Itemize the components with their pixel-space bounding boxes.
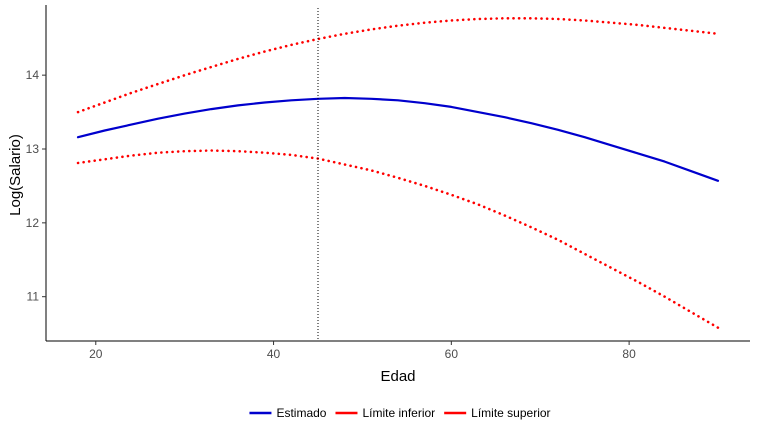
y-axis-title: Log(Salario) [7,134,24,216]
y-tick-label: 14 [26,68,40,82]
series-line-3 [76,16,720,114]
legend-label: Límite inferior [362,406,435,420]
series-line-2 [76,149,720,330]
y-axis: 11 12 13 14 [26,5,47,341]
x-tick-label: 60 [445,347,459,361]
series-line-1 [76,96,720,182]
legend-label: Límite superior [471,406,550,420]
legend-label: Estimado [276,406,326,420]
legend-item: Límite superior [444,406,551,420]
legend-item: Límite inferior [335,406,435,420]
x-tick-label: 20 [89,347,103,361]
y-tick-label: 13 [26,142,40,156]
y-tick-label: 11 [27,290,40,304]
legend: Estimado Límite inferior Límite superior [249,406,551,420]
x-axis: 20 40 60 80 [46,340,750,361]
legend-item: Estimado [249,406,327,420]
x-axis-title: Edad [380,368,415,385]
plot-area [76,8,720,341]
x-tick-label: 80 [622,347,636,361]
x-tick-label: 40 [267,347,281,361]
y-tick-label: 12 [26,216,40,230]
